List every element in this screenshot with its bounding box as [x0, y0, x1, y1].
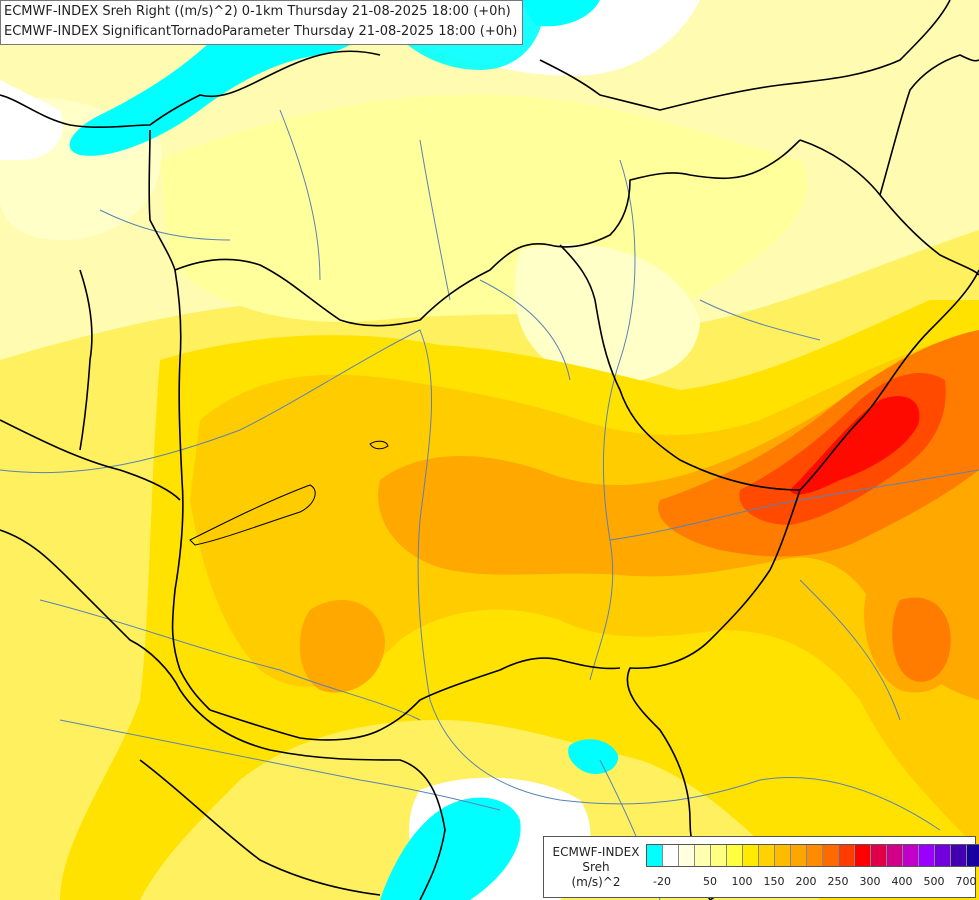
field-cyan-patch: [568, 739, 619, 775]
legend-swatch: [887, 845, 903, 866]
river-mures: [609, 469, 979, 541]
legend-swatch: [711, 845, 727, 866]
legend-title-line-3: (m/s)^2: [571, 875, 621, 889]
river-misc1: [479, 279, 571, 381]
legend-swatch: [823, 845, 839, 866]
legend-tick-label: 100: [731, 875, 753, 888]
legend: ECMWF-INDEX Sreh (m/s)^2 -20 50 100 150 200 2…: [543, 836, 979, 898]
lake-balaton: [189, 484, 316, 546]
legend-swatches: [646, 844, 979, 867]
river-hron: [419, 139, 451, 301]
river-olt: [799, 579, 901, 721]
legend-swatch: [919, 845, 935, 866]
border-bosnia-serbia: [139, 759, 381, 896]
legend-swatch: [663, 845, 679, 866]
border-austria-hungary: [171, 269, 211, 711]
legend-swatch: [807, 845, 823, 866]
river-somes: [699, 299, 821, 341]
legend-swatch: [775, 845, 791, 866]
legend-title-line-1: ECMWF-INDEX: [552, 845, 640, 859]
legend-swatch: [759, 845, 775, 866]
river-sava: [59, 719, 501, 811]
border-west: [79, 269, 93, 451]
legend-swatch: [951, 845, 967, 866]
legend-swatch: [791, 845, 807, 866]
river-danube: [0, 329, 941, 831]
legend-tick-label: -20: [653, 875, 671, 888]
legend-tick-label: 150: [763, 875, 785, 888]
legend-tick-label: 700: [955, 875, 977, 888]
legend-ticks: -20 50 100 150 200 250 300 400 500 700: [646, 875, 976, 891]
legend-swatch: [647, 845, 663, 866]
legend-swatch: [935, 845, 951, 866]
legend-title: ECMWF-INDEX Sreh (m/s)^2: [548, 845, 644, 890]
border-romania-serbia: [626, 489, 801, 900]
field-light-center: [514, 243, 700, 383]
legend-swatch: [695, 845, 711, 866]
field-red: [790, 396, 920, 495]
legend-swatch: [871, 845, 887, 866]
field-white-nw: [0, 80, 63, 160]
border-czech-poland: [0, 50, 381, 129]
legend-tick-label: 250: [827, 875, 849, 888]
legend-swatch: [839, 845, 855, 866]
rivers: [0, 109, 979, 900]
border-hungary-south: [209, 657, 621, 741]
legend-tick-label: 300: [859, 875, 881, 888]
legend-swatch: [855, 845, 871, 866]
field-orange-south: [299, 600, 385, 693]
legend-tick-label: 400: [891, 875, 913, 888]
lake-small: [369, 440, 389, 450]
river-drava: [39, 599, 421, 721]
legend-swatch: [727, 845, 743, 866]
river-tisza: [589, 159, 636, 681]
legend-swatch: [967, 845, 979, 866]
field-dark-orange-e: [892, 597, 951, 682]
field-cyan-south: [380, 797, 521, 900]
legend-tick-label: 50: [703, 875, 717, 888]
legend-tick-label: 500: [923, 875, 945, 888]
border-ne-romania: [879, 54, 979, 196]
river-vah: [279, 109, 321, 281]
border-ukraine: [799, 139, 979, 276]
border-austria-slovenia: [0, 419, 181, 501]
title-line-1: ECMWF-INDEX Sreh Right ((m/s)^2) 0-1km T…: [4, 4, 511, 19]
title-box: ECMWF-INDEX Sreh Right ((m/s)^2) 0-1km T…: [0, 0, 524, 45]
river-misc2: [99, 209, 231, 241]
legend-swatch: [679, 845, 695, 866]
border-croatia: [0, 529, 446, 900]
border-slovakia-poland: [539, 0, 951, 111]
title-line-2: ECMWF-INDEX SignificantTornadoParameter …: [4, 24, 518, 39]
legend-tick-label: 200: [795, 875, 817, 888]
legend-title-line-2: Sreh: [582, 860, 610, 874]
border-hungary-east: [559, 244, 979, 491]
legend-swatch: [903, 845, 919, 866]
legend-swatch: [743, 845, 759, 866]
